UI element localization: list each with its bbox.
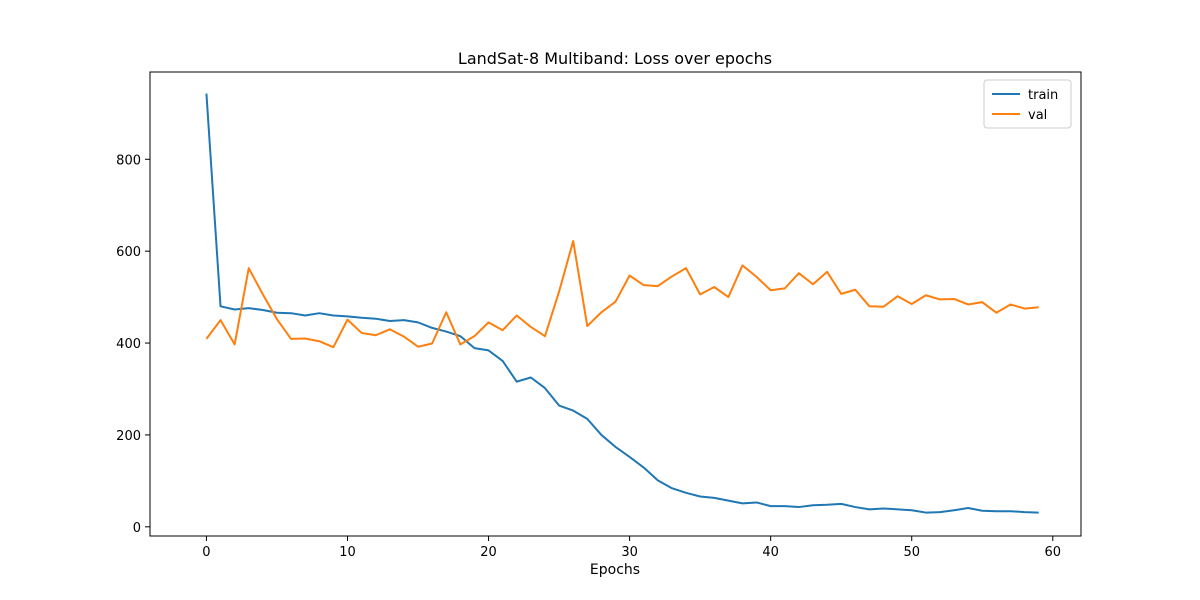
- x-tick-label: 20: [480, 545, 497, 560]
- y-tick-label: 800: [116, 153, 141, 168]
- y-axis: 0 200 400 600 800: [116, 153, 150, 536]
- y-tick-label: 200: [116, 429, 141, 444]
- series-line-train: [205, 93, 1039, 514]
- x-axis-title: Epochs: [590, 562, 640, 578]
- x-tick-label: 10: [339, 545, 356, 560]
- x-tick-label: 50: [903, 545, 920, 560]
- legend-label-train: train: [1028, 88, 1058, 103]
- legend-label-val: val: [1028, 108, 1047, 123]
- chart-title: LandSat-8 Multiband: Loss over epochs: [458, 49, 772, 68]
- y-tick-label: 0: [133, 521, 141, 536]
- legend: train val: [983, 79, 1072, 129]
- x-tick-label: 30: [621, 545, 638, 560]
- plot-frame: [149, 71, 1082, 537]
- x-tick-label: 0: [202, 545, 210, 560]
- series-line-val: [205, 240, 1039, 349]
- y-tick-label: 600: [116, 245, 141, 260]
- series-lines: [205, 93, 1039, 514]
- x-tick-label: 40: [762, 545, 779, 560]
- x-tick-label: 60: [1045, 545, 1062, 560]
- legend-box: [983, 79, 1072, 129]
- x-axis: 0 10 20 30 40 50 60: [202, 536, 1061, 560]
- y-tick-label: 400: [116, 337, 141, 352]
